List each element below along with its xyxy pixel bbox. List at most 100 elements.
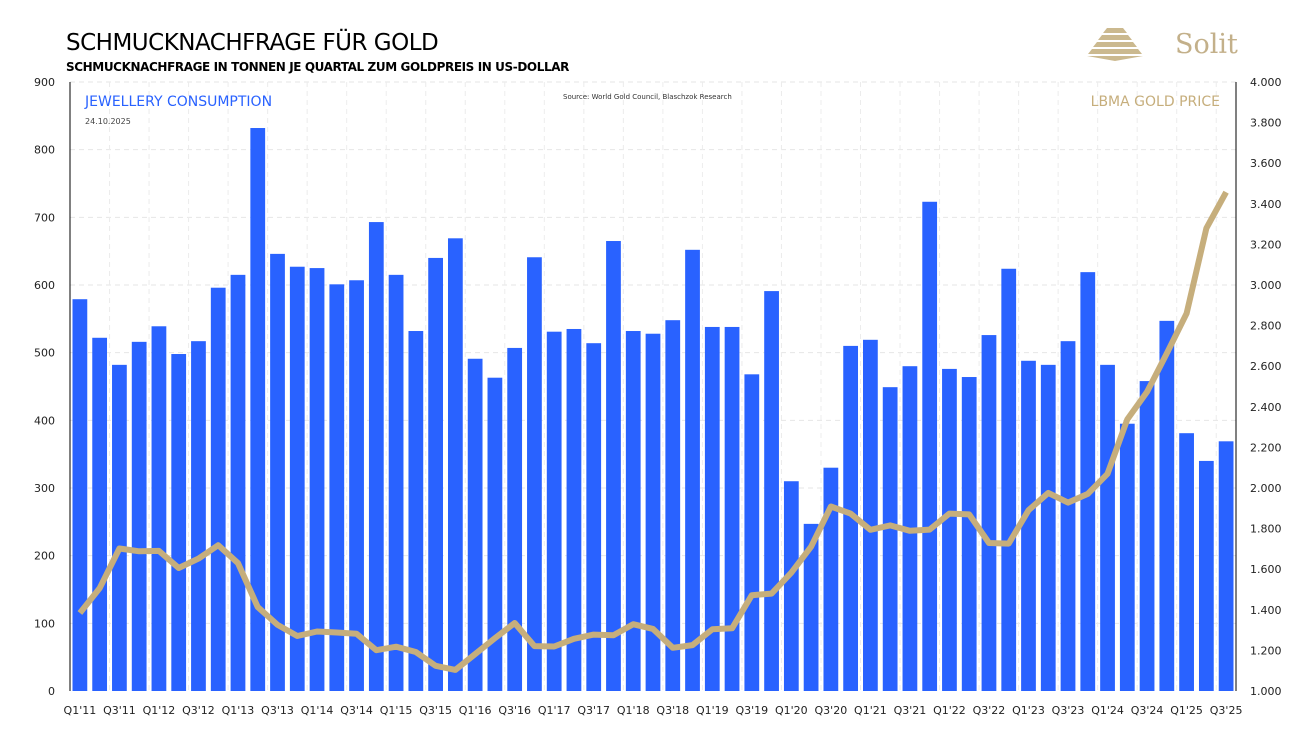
bar-Q2'21 (882, 387, 898, 691)
date-label: 24.10.2025 (85, 117, 131, 126)
bar-Q3'22 (981, 335, 997, 691)
chart-title: SCHMUCKNACHFRAGE FÜR GOLD (66, 30, 439, 56)
bar-Q2'18 (645, 333, 661, 691)
bar-Q2'15 (408, 331, 424, 691)
x-tick-label: Q3'13 (261, 704, 294, 717)
right-tick-label: 1.600 (1250, 563, 1282, 576)
bar-Q2'24 (1119, 423, 1135, 691)
bar-Q2'13 (250, 128, 266, 692)
left-tick-label: 200 (34, 550, 55, 563)
bar-Q1'19 (704, 326, 720, 691)
left-tick-label: 800 (34, 144, 55, 157)
bar-Q4'20 (843, 345, 859, 691)
bar-Q1'13 (230, 274, 246, 691)
x-tick-label: Q1'11 (64, 704, 97, 717)
left-tick-label: 600 (34, 279, 55, 292)
bar-Q3'15 (428, 257, 443, 691)
series-label-gold-price: LBMA GOLD PRICE (1091, 94, 1220, 110)
bar-Q3'23 (1060, 341, 1076, 691)
bar-Q4'12 (210, 287, 226, 691)
right-tick-label: 3.600 (1250, 157, 1282, 170)
bar-Q4'23 (1080, 272, 1096, 691)
bar-Q1'14 (309, 268, 325, 691)
x-tick-label: Q1'14 (301, 704, 334, 717)
bar-Q2'22 (961, 377, 977, 691)
left-tick-label: 900 (34, 76, 55, 89)
source-label: Source: World Gold Council, Blaschzok Re… (563, 93, 732, 101)
bar-Q3'14 (349, 280, 364, 691)
right-tick-label: 3.400 (1250, 198, 1282, 211)
bar-Q2'25 (1198, 460, 1214, 691)
bar-Q1'25 (1179, 433, 1194, 691)
bar-Q2'17 (566, 328, 582, 691)
bar-Q1'17 (546, 331, 562, 691)
solit-logo: Solit (1087, 28, 1238, 61)
bar-Q4'16 (527, 257, 542, 691)
left-tick-label: 0 (48, 685, 55, 698)
x-tick-label: Q1'18 (617, 704, 650, 717)
x-tick-label: Q3'15 (419, 704, 452, 717)
x-tick-label: Q3'24 (1131, 704, 1164, 717)
left-tick-label: 400 (34, 414, 55, 427)
right-tick-label: 1.800 (1250, 523, 1282, 536)
bar-Q2'23 (1040, 364, 1056, 691)
x-tick-label: Q1'20 (775, 704, 808, 717)
bar-Q1'22 (942, 368, 957, 691)
bar-Q3'11 (112, 364, 127, 691)
logo-text: Solit (1175, 29, 1238, 60)
right-tick-label: 3.800 (1250, 117, 1282, 130)
x-tick-label: Q3'19 (735, 704, 768, 717)
x-tick-label: Q3'11 (103, 704, 136, 717)
bar-Q1'12 (151, 326, 167, 691)
bar-Q2'20 (803, 523, 819, 691)
x-tick-label: Q1'21 (854, 704, 887, 717)
chart-subtitle: SCHMUCKNACHFRAGE IN TONNEN JE QUARTAL ZU… (66, 60, 569, 74)
bar-Q2'16 (487, 377, 503, 691)
x-tick-label: Q1'15 (380, 704, 413, 717)
bar-Q1'18 (625, 331, 641, 691)
x-tick-label: Q1'16 (459, 704, 492, 717)
bar-Q2'12 (171, 354, 187, 691)
x-tick-label: Q3'22 (973, 704, 1006, 717)
bar-Q3'25 (1218, 441, 1234, 691)
left-tick-label: 500 (34, 347, 55, 360)
bar-Q4'13 (289, 266, 305, 691)
pyramid-icon (1087, 28, 1143, 61)
bar-Q1'24 (1100, 364, 1115, 691)
x-tick-label: Q1'19 (696, 704, 729, 717)
bar-Q2'11 (92, 337, 108, 691)
x-tick-label: Q3'17 (577, 704, 610, 717)
bar-Q1'23 (1021, 360, 1036, 691)
bar-Q4'22 (1001, 268, 1017, 691)
right-tick-label: 2.600 (1250, 360, 1282, 373)
x-tick-label: Q3'12 (182, 704, 215, 717)
bar-Q1'11 (72, 299, 88, 691)
right-tick-label: 3.000 (1250, 279, 1282, 292)
bar-Q4'24 (1159, 320, 1175, 691)
right-tick-label: 2.400 (1250, 401, 1282, 414)
bar-Q4'14 (368, 222, 384, 691)
x-tick-label: Q1'17 (538, 704, 571, 717)
right-tick-label: 2.000 (1250, 482, 1282, 495)
left-tick-label: 100 (34, 617, 55, 630)
bar-Q3'16 (507, 347, 523, 691)
bar-Q4'15 (447, 238, 463, 691)
bar-Q3'20 (823, 467, 839, 691)
x-tick-label: Q1'25 (1170, 704, 1203, 717)
bar-Q3'13 (270, 253, 285, 691)
bar-Q3'12 (191, 341, 206, 691)
bar-Q1'21 (863, 339, 878, 691)
bar-Q2'14 (329, 284, 345, 691)
x-tick-label: Q3'25 (1210, 704, 1243, 717)
x-tick-label: Q3'16 (498, 704, 531, 717)
bar-Q3'17 (586, 343, 602, 691)
bar-Q1'15 (388, 274, 404, 691)
x-tick-label: Q3'14 (340, 704, 373, 717)
right-tick-label: 1.000 (1250, 685, 1282, 698)
bar-Q4'19 (764, 291, 779, 691)
x-tick-label: Q3'20 (815, 704, 848, 717)
right-tick-label: 2.800 (1250, 320, 1282, 333)
x-tick-label: Q1'23 (1012, 704, 1045, 717)
bar-Q3'18 (665, 320, 681, 691)
